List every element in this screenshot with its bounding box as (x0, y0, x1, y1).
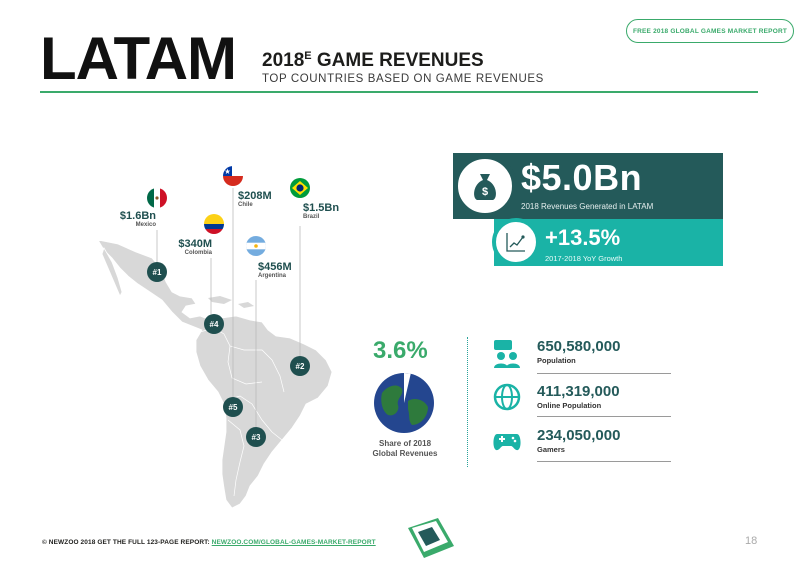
online-population-label: Online Population (537, 401, 602, 410)
brazil-flag-icon (290, 178, 310, 198)
revenue-icon-circle: $ (453, 154, 517, 218)
rank-marker-colombia: #4 (204, 314, 224, 334)
rank-marker-chile: #5 (223, 397, 243, 417)
country-label-colombia: $340M Colombia (164, 238, 212, 256)
growth-icon-circle (492, 218, 540, 266)
title-text: GAME REVENUES (311, 50, 484, 71)
map-region (101, 247, 123, 297)
gamers-label: Gamers (537, 445, 565, 454)
rank-marker-brazil: #2 (290, 356, 310, 376)
globe-illustration (374, 373, 434, 433)
country-amount: $1.6Bn (119, 210, 156, 222)
mexico-flag-icon (147, 188, 167, 208)
stat-divider (537, 461, 671, 462)
gamepad-icon (493, 434, 521, 451)
map-region (97, 239, 333, 509)
population-label: Population (537, 356, 576, 365)
title-estimate-mark: E (304, 50, 312, 62)
map-region (208, 296, 232, 304)
country-name: Argentina (258, 273, 287, 279)
country-label-argentina: $456M Argentina (258, 261, 318, 279)
chile-flag-icon (223, 166, 243, 186)
footer: © NEWZOO 2018 GET THE FULL 123-PAGE REPO… (42, 539, 376, 546)
argentina-flag-icon (246, 236, 266, 256)
online-population-value: 411,319,000 (537, 383, 620, 400)
country-label-mexico: $1.6Bn Mexico (108, 210, 156, 228)
country-label-brazil: $1.5Bn Brazil (303, 202, 363, 220)
population-value: 650,580,000 (537, 338, 621, 355)
global-share-value: 3.6% (373, 337, 428, 364)
country-amount: $208M (238, 190, 272, 202)
country-name: Chile (238, 202, 253, 208)
globe-icon (493, 383, 521, 411)
revenue-label: 2018 Revenues Generated in LATAM (521, 202, 654, 211)
growth-value: +13.5% (545, 225, 621, 250)
country-amount: $456M (258, 261, 292, 273)
gamers-value: 234,050,000 (537, 427, 621, 444)
revenue-value: $5.0Bn (521, 157, 643, 198)
svg-text:$: $ (482, 186, 488, 198)
share-label-line: Global Revenues (372, 449, 438, 458)
country-name: Mexico (135, 222, 156, 228)
colombia-flag-icon (204, 214, 224, 234)
map-border (227, 345, 263, 385)
report-cover-thumbnail[interactable] (404, 516, 458, 560)
stat-divider (537, 373, 671, 374)
page-subtitle: TOP COUNTRIES BASED ON GAME REVENUES (262, 73, 544, 85)
rank-marker-argentina: #3 (246, 427, 266, 447)
share-slice (404, 373, 411, 403)
growth-chart-icon (506, 233, 525, 252)
report-badge[interactable]: FREE 2018 GLOBAL GAMES MARKET REPORT (626, 19, 794, 43)
country-name: Brazil (303, 214, 320, 220)
region-title: LATAM (40, 25, 237, 92)
growth-label: 2017-2018 YoY Growth (545, 254, 623, 263)
title-year: 2018 (262, 50, 305, 71)
dotted-divider (467, 337, 468, 467)
country-amount: $340M (178, 238, 212, 250)
country-name: Colombia (184, 250, 212, 256)
people-icon (494, 340, 520, 368)
map-border (225, 395, 283, 441)
map-border (227, 419, 245, 497)
footer-text: © NEWZOO 2018 GET THE FULL 123-PAGE REPO… (42, 539, 212, 546)
page-title: 2018E GAME REVENUES (262, 50, 484, 72)
money-bag-icon: $ (474, 174, 496, 200)
share-label-line: Share of 2018 (378, 439, 432, 448)
country-amount: $1.5Bn (303, 202, 340, 214)
country-label-chile: $208M Chile (238, 190, 298, 208)
header-divider (40, 91, 758, 93)
stat-divider (537, 416, 671, 417)
map-region (238, 302, 254, 308)
page-number: 18 (745, 535, 758, 547)
global-share-label: Share of 2018 Global Revenues (360, 439, 450, 459)
rank-marker-mexico: #1 (147, 262, 167, 282)
report-link[interactable]: NEWZOO.COM/GLOBAL-GAMES-MARKET-REPORT (211, 539, 376, 546)
